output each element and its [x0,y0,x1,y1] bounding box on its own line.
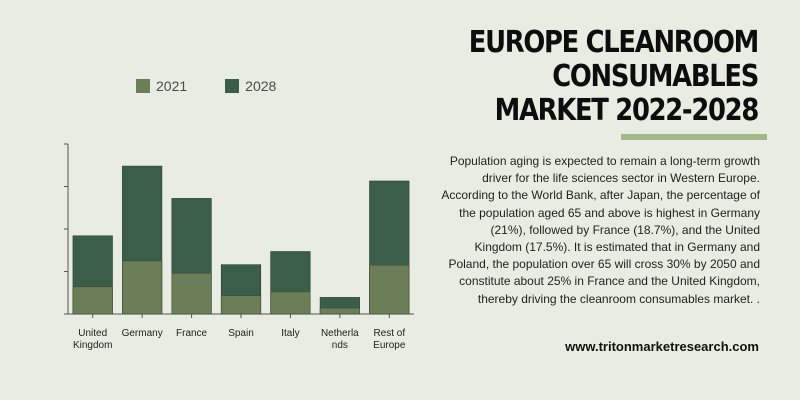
title-line-1: EUROPE CLEANROOM CONSUMABLES [468,25,760,94]
x-tick-label-line: Italy [281,328,299,339]
legend-swatch-2021 [136,79,150,93]
x-tick-label-line: Kingdom [73,340,112,351]
bar-2021-1 [122,260,163,315]
x-tick-label-line: United [78,328,107,339]
x-tick-label-1: Germany [122,328,163,339]
legend-swatch-2028 [225,79,240,93]
website-link[interactable]: www.tritonmarketresearch.com [565,339,759,354]
x-tick-label-line: Netherla [321,328,359,339]
x-tick-label-line: Germany [122,328,163,339]
x-tick-label-line: Europe [373,340,406,351]
accent-divider [621,134,767,140]
x-tick-label-4: Italy [281,328,299,339]
legend-item-2028: 2028 [225,78,276,94]
bar-2021-6 [369,264,410,315]
bar-2021-2 [171,272,212,315]
x-tick-label-line: Spain [228,328,254,339]
bar-2021-4 [270,291,311,315]
x-tick-label-line: nds [332,340,348,351]
x-tick-label-2: France [176,328,208,339]
bar-2021-0 [72,286,113,315]
legend: 2021 2028 [136,78,276,94]
legend-label-2028: 2028 [245,78,277,94]
x-tick-label-5: Netherla nds [321,328,359,351]
bar-2021-5 [319,307,360,315]
x-tick-label-line: Rest of [373,328,405,339]
x-tick-label-6: Rest of Europe [373,328,406,351]
x-tick-label-line: France [176,328,208,339]
x-tick-label-3: Spain [228,328,254,339]
bar-2021-3 [220,295,262,315]
description-text: Population aging is expected to remain a… [441,154,760,306]
title-line-2: MARKET 2022-2028 [494,93,760,128]
chart-title: EUROPE CLEANROOM CONSUMABLES MARKET 2022… [354,25,760,128]
x-tick-label-0: United Kingdom [73,328,112,351]
legend-item-2021: 2021 [136,78,187,94]
legend-label-2021: 2021 [156,78,188,94]
